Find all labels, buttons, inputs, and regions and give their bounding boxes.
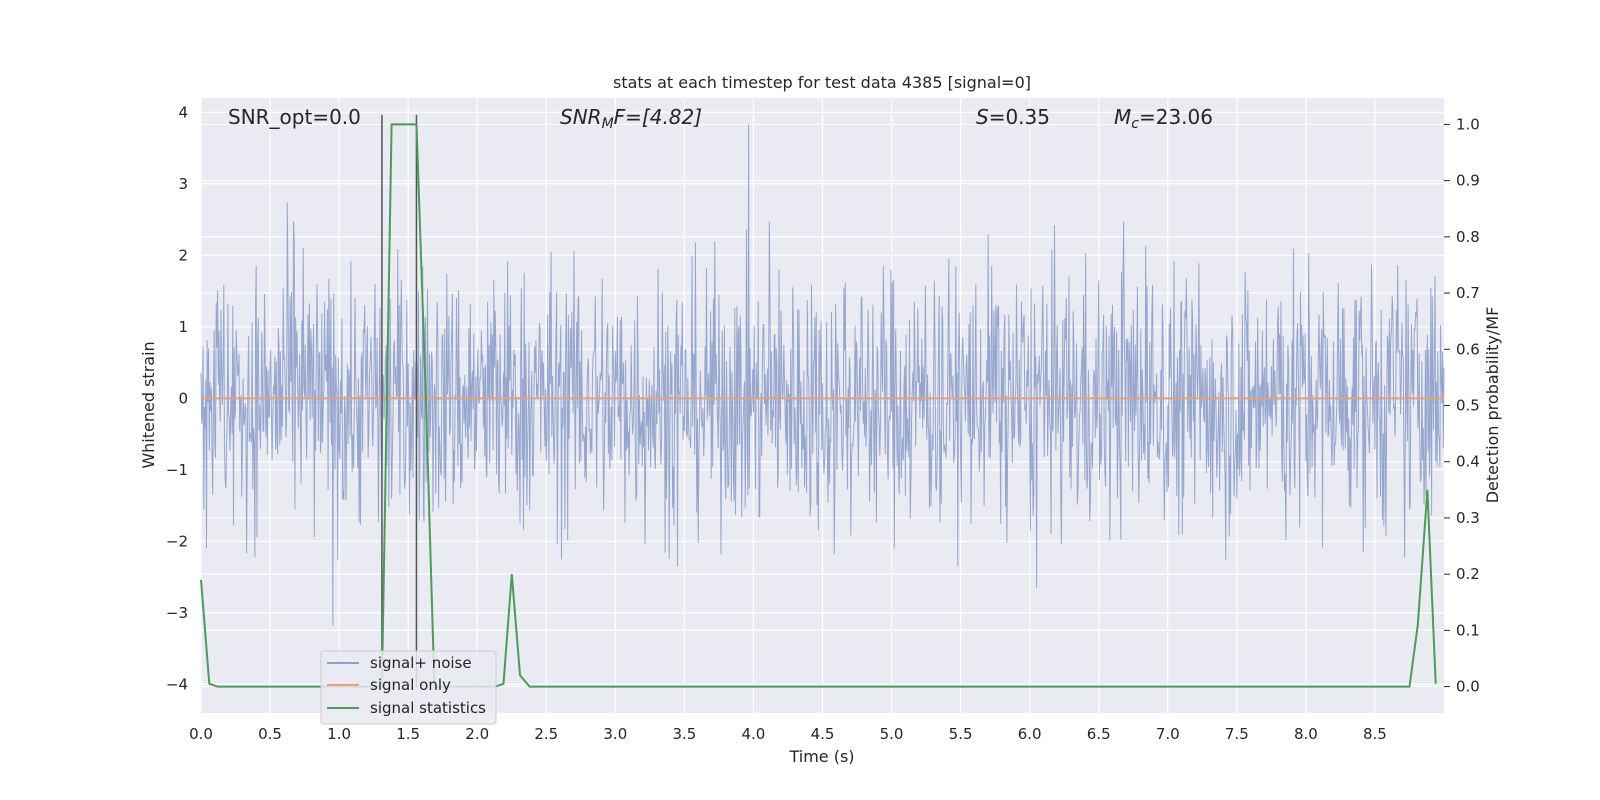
x-tick-label: 8.5: [1363, 725, 1387, 743]
noise-trace: [200, 124, 1445, 626]
x-tick-label: 5.0: [880, 725, 904, 743]
vertical-markers: [381, 114, 418, 689]
left-y-tick-label: −3: [166, 604, 188, 622]
annotation-snr-mf: SNRMF=[4.82]: [560, 105, 702, 132]
right-y-tick-label: 0.1: [1456, 621, 1480, 639]
legend-label-signal-only: signal only: [370, 676, 451, 694]
left-y-tick-label: 4: [178, 103, 188, 121]
right-y-tick-label: 0.8: [1456, 228, 1480, 246]
x-tick-label: 3.0: [603, 725, 627, 743]
left-y-tick-label: −1: [166, 461, 188, 479]
x-tick-label: 6.0: [1018, 725, 1042, 743]
right-y-tick-label: 1.0: [1456, 115, 1480, 133]
annotation-s: S=0.35: [976, 105, 1050, 129]
annotation-mc: Mc=23.06: [1114, 105, 1213, 132]
right-y-tick-label: 0.5: [1456, 397, 1480, 415]
left-y-tick-label: 0: [178, 389, 188, 407]
x-tick-label: 5.5: [949, 725, 973, 743]
legend-box: [320, 650, 497, 725]
left-y-axis-label: Whitened strain: [139, 341, 158, 468]
right-y-tick-label: 0.3: [1456, 509, 1480, 527]
chart-title: stats at each timestep for test data 438…: [613, 73, 1031, 92]
x-tick-label: 0.0: [189, 725, 213, 743]
right-y-axis-label: Detection probability/MF: [1483, 307, 1502, 504]
x-tick-label: 4.5: [811, 725, 835, 743]
x-tick-label: 2.0: [465, 725, 489, 743]
x-tick-labels: 0.0 0.5 1.0 1.5 2.0 2.5 3.0 3.5 4.0 4.5 5.0 5.5 6.0 6…: [189, 725, 1387, 743]
x-tick-label: 2.5: [534, 725, 558, 743]
x-axis-label: Time (s): [788, 747, 854, 766]
right-y-tick-label: 0.7: [1456, 284, 1480, 302]
x-tick-label: 3.5: [672, 725, 696, 743]
legend: signal+ noise signal only signal statist…: [320, 650, 497, 725]
left-y-tick-labels: −4 −3 −2 −1 0 1 2 3 4: [166, 103, 188, 693]
legend-label-signal-noise: signal+ noise: [370, 654, 472, 672]
right-y-tick-label: 0.9: [1456, 172, 1480, 190]
left-y-tick-label: 3: [178, 175, 188, 193]
right-y-tick-labels: 0.0 0.1 0.2 0.3 0.4 0.5 0.6 0.7 0.8 0.9 1.0: [1444, 115, 1480, 696]
x-tick-label: 7.0: [1156, 725, 1180, 743]
x-tick-label: 8.0: [1294, 725, 1318, 743]
right-y-tick-label: 0.6: [1456, 340, 1480, 358]
series-signal-noise: [200, 124, 1445, 626]
left-y-tick-label: −4: [166, 675, 188, 693]
left-y-tick-label: −2: [166, 532, 188, 550]
x-tick-label: 7.5: [1225, 725, 1249, 743]
x-tick-label: 1.0: [327, 725, 351, 743]
x-tick-label: 4.0: [742, 725, 766, 743]
right-y-tick-label: 0.2: [1456, 565, 1480, 583]
left-y-tick-label: 1: [178, 318, 188, 336]
x-tick-label: 0.5: [258, 725, 282, 743]
legend-label-signal-statistics: signal statistics: [370, 699, 486, 717]
x-tick-label: 6.5: [1087, 725, 1111, 743]
annotation-snr-opt: SNR_opt=0.0: [228, 105, 361, 129]
left-y-tick-label: 2: [178, 246, 188, 264]
x-tick-label: 1.5: [396, 725, 420, 743]
right-y-tick-label: 0.0: [1456, 678, 1480, 696]
right-y-tick-label: 0.4: [1456, 453, 1480, 471]
